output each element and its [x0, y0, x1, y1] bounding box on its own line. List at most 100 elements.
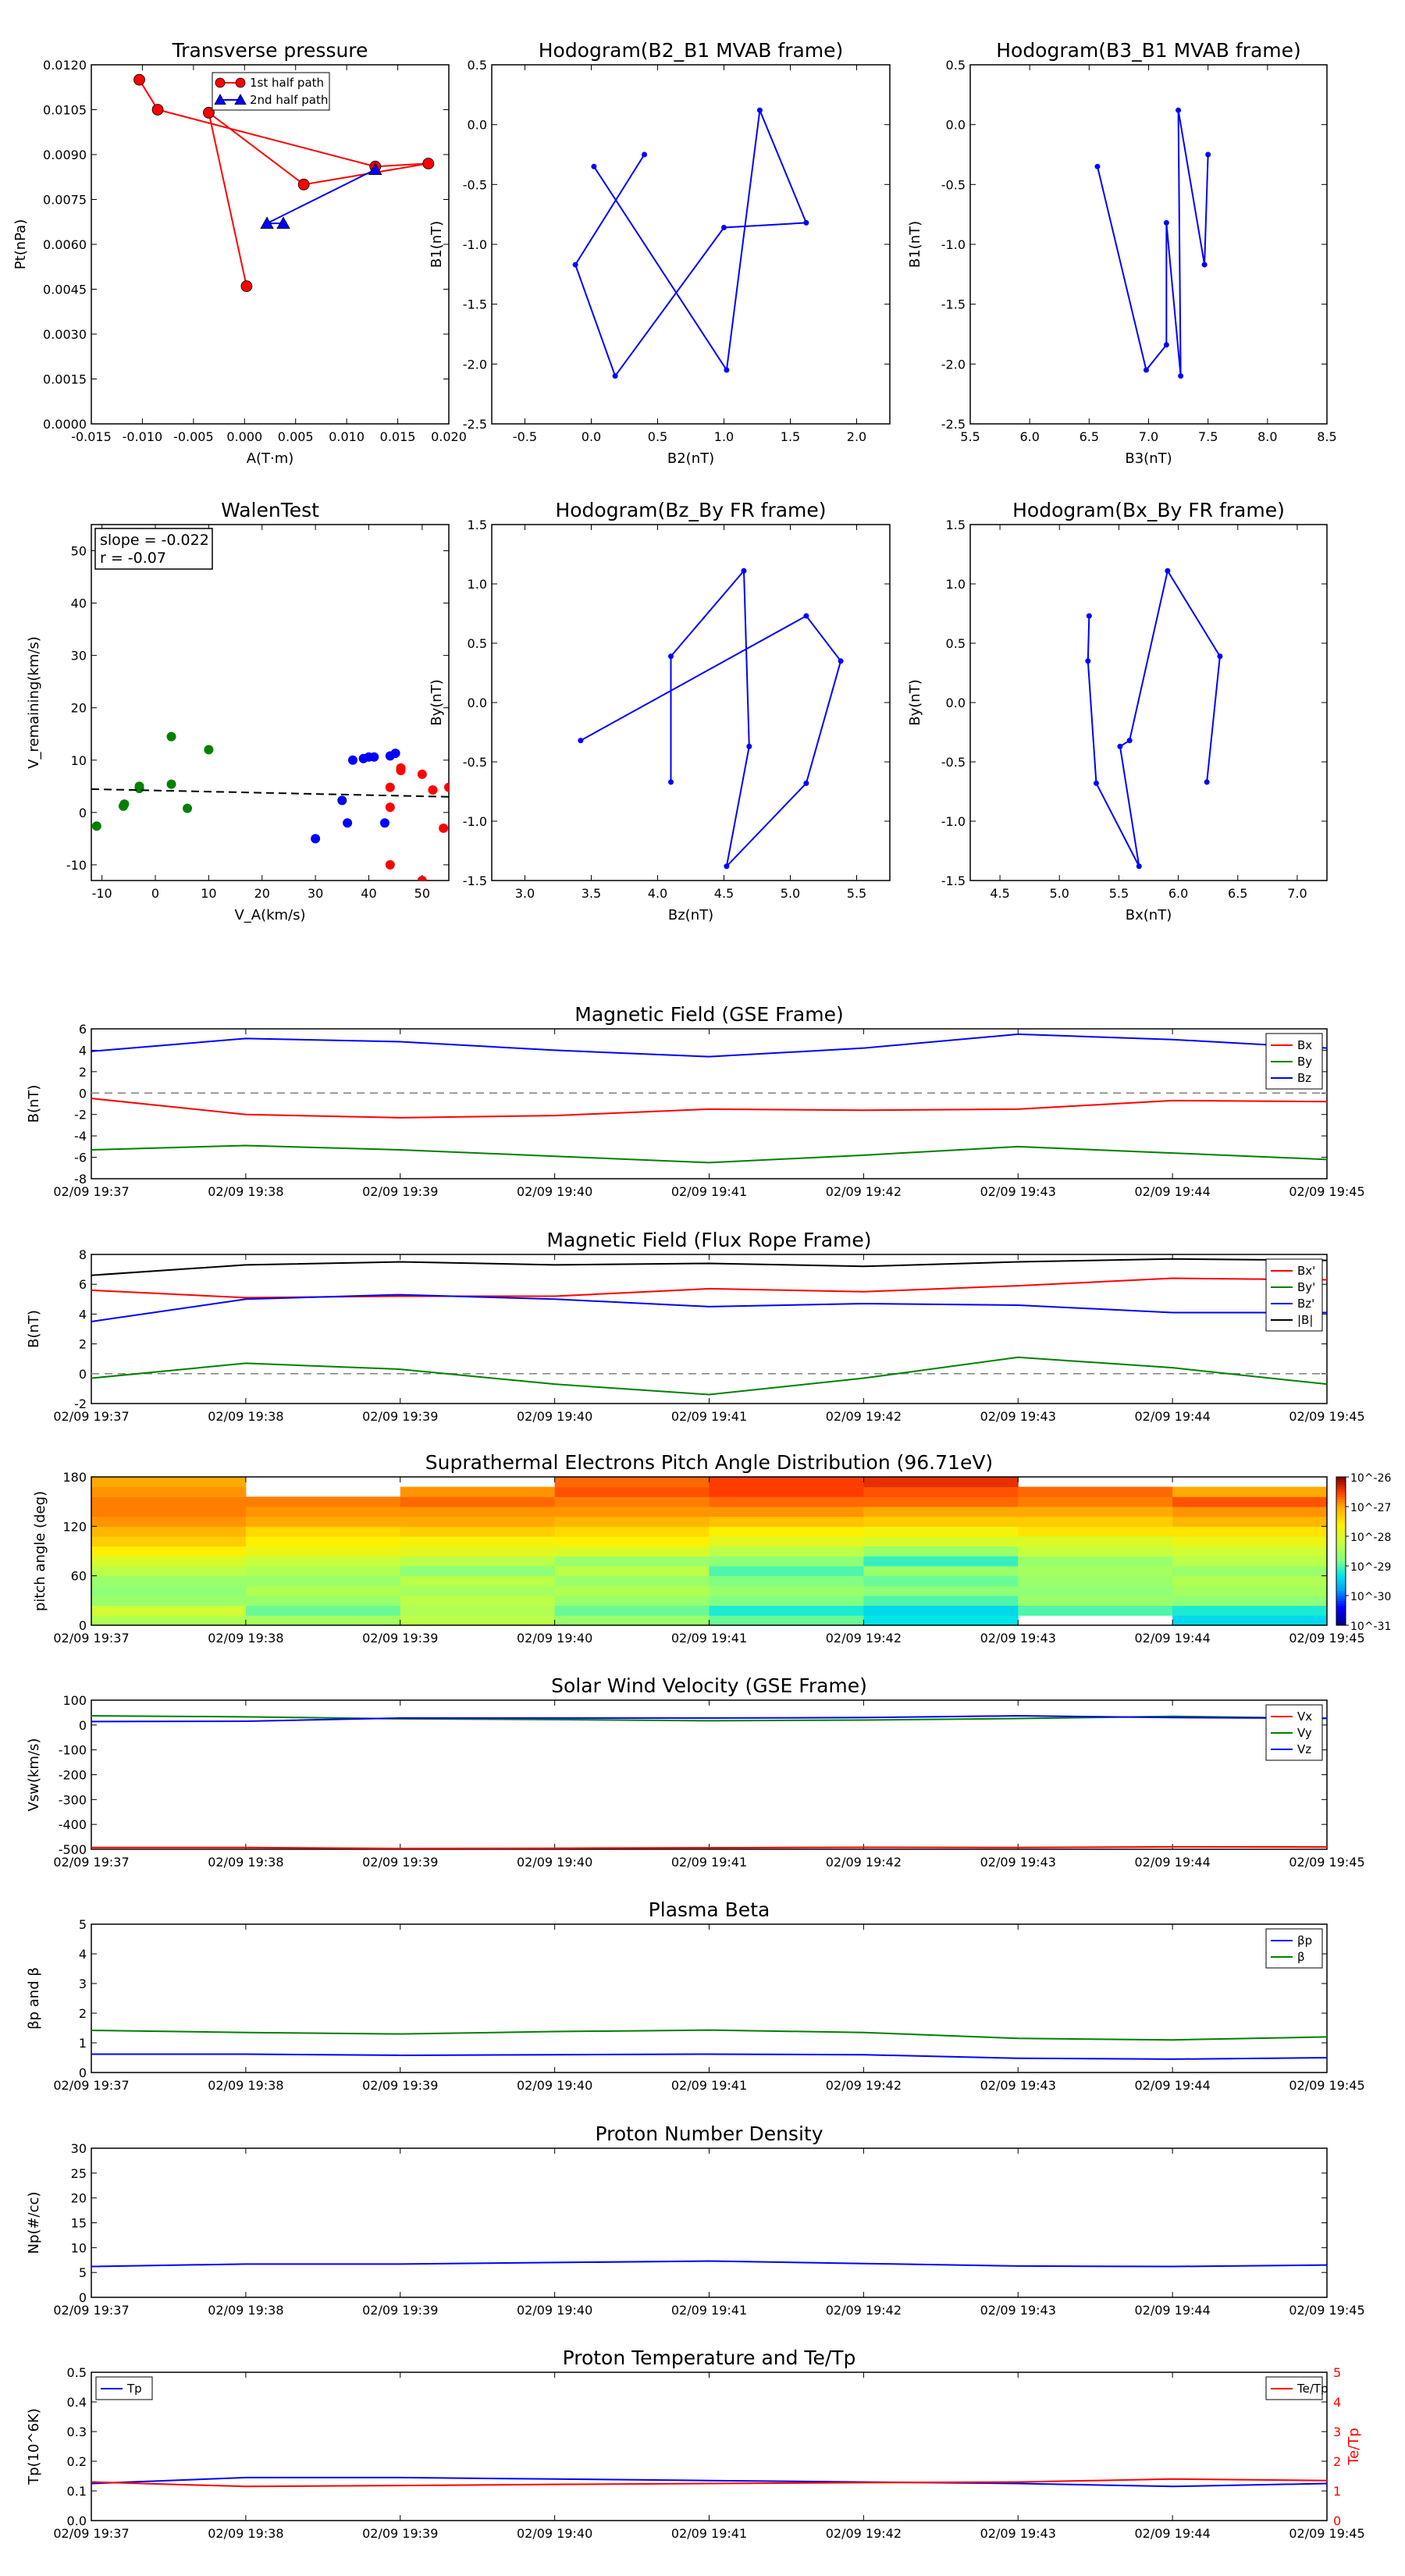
heatmap-cell: [1018, 1496, 1173, 1507]
colorbar-cell: [1336, 1499, 1346, 1503]
x-axis-label: Bx(nT): [1126, 907, 1172, 923]
data-point: [166, 779, 176, 789]
colorbar-cell: [1336, 1536, 1346, 1539]
heatmap-cell: [400, 1507, 556, 1517]
y-tick-label: 180: [62, 1470, 87, 1485]
heatmap-cell: [709, 1536, 864, 1547]
y-tick-label: 100: [62, 1693, 87, 1708]
y-tick-label: -2.5: [941, 417, 966, 432]
colorbar-cell: [1336, 1496, 1346, 1500]
x-tick-label: 1.0: [714, 429, 734, 444]
y-tick-label: -2.5: [463, 417, 487, 432]
colorbar-cell: [1336, 1558, 1346, 1562]
chart-title: WalenTest: [221, 499, 319, 521]
x-tick-label: 02/09 19:44: [1134, 1631, 1210, 1646]
series-line: [91, 1098, 1327, 1119]
plot-frame: [91, 1028, 1328, 1179]
x-tick-label: 02/09 19:43: [980, 1631, 1056, 1646]
data-point: [724, 863, 730, 870]
x-tick-label: 40: [361, 886, 376, 901]
heatmap-cell: [709, 1526, 864, 1537]
series-line: [266, 169, 376, 225]
x-tick-label: 02/09 19:39: [362, 1409, 438, 1424]
data-point: [390, 749, 400, 759]
data-point: [1217, 653, 1223, 660]
data-point: [347, 755, 357, 765]
heatmap-cell: [863, 1477, 1019, 1488]
series-line: [91, 2029, 1327, 2041]
x-tick-label: 02/09 19:39: [362, 2526, 438, 2541]
x-tick-label: 02/09 19:40: [517, 1409, 592, 1424]
plot-frame: [969, 524, 1328, 881]
heatmap-cell: [91, 1585, 247, 1596]
series-line: [91, 2476, 1327, 2488]
data-point: [668, 779, 674, 785]
heatmap-cell: [709, 1546, 864, 1557]
x-tick-label: 02/09 19:38: [208, 1855, 283, 1870]
x-tick-label: -0.5: [513, 429, 537, 444]
colorbar-cell: [1336, 1592, 1346, 1596]
heatmap-cell: [863, 1566, 1019, 1577]
data-point: [1143, 367, 1149, 373]
legend-label: Vz: [1297, 1742, 1311, 1756]
data-point: [721, 225, 727, 231]
y-tick-label: 3: [79, 1976, 87, 1991]
heatmap-cell: [1172, 1575, 1328, 1586]
y-tick-label: 10: [71, 2240, 87, 2255]
data-point: [803, 219, 809, 226]
y-tick-label: -1.0: [941, 814, 966, 829]
heatmap-cell: [554, 1496, 710, 1507]
heatmap-cell: [400, 1486, 556, 1497]
data-point: [379, 818, 389, 828]
data-point: [612, 373, 618, 379]
y-axis-label: B(nT): [26, 1310, 42, 1348]
plot-frame: [91, 64, 450, 425]
y-tick-label-right: 4: [1333, 2395, 1341, 2410]
data-point: [1093, 780, 1099, 786]
colorbar-tick-label: 10^-28: [1350, 1532, 1391, 1544]
data-point: [119, 799, 130, 809]
legend-label: |B|: [1297, 1313, 1313, 1327]
heatmap-cell: [1018, 1536, 1173, 1547]
y-tick-label: 1.0: [468, 577, 487, 592]
y-tick-label: 0.0: [468, 696, 487, 710]
x-tick-label: 02/09 19:42: [826, 2078, 902, 2093]
y-tick-label: 1: [79, 2036, 87, 2051]
data-point: [1163, 219, 1169, 226]
x-tick-label: 02/09 19:42: [826, 1184, 902, 1199]
colorbar-cell: [1336, 1578, 1346, 1582]
x-tick-label: 02/09 19:39: [362, 1184, 438, 1199]
heatmap-cell: [91, 1596, 247, 1606]
y-tick-label: 6: [79, 1022, 87, 1037]
heatmap-cell: [863, 1546, 1019, 1557]
x-tick-label: 30: [308, 886, 323, 901]
heatmap-cell: [709, 1566, 864, 1577]
hodogram-bz-by-chart: 3.0 3.5 4.0 4.5 5.0 5.5 -1.5 -1.0 -0.5 0.0 0.5 1.0 1…: [429, 499, 891, 923]
colorbar-tick-label: 10^-31: [1350, 1621, 1391, 1633]
x-tick-label: 02/09 19:44: [1134, 1409, 1210, 1424]
y-tick-label: -8: [74, 1172, 87, 1187]
heatmap-cell: [1018, 1585, 1173, 1596]
series-line: [91, 2260, 1327, 2268]
colorbar: 10^-26 10^-27 10^-28 10^-29 10^-30 10^-31: [1336, 1472, 1392, 1633]
hodogram-bx-by-chart: 4.5 5.0 5.5 6.0 6.5 7.0 -1.5 -1.0 -0.5 0.0 0.5 1.0 1…: [907, 499, 1328, 923]
series-line: [91, 1845, 1327, 1849]
x-tick-label: 02/09 19:38: [208, 1184, 283, 1199]
y-tick-label: -2.0: [463, 357, 487, 372]
y-tick-label: -2: [74, 1397, 87, 1411]
data-point: [642, 151, 647, 158]
y-axis-label: Np(#/cc): [26, 2192, 42, 2254]
colorbar-cell: [1336, 1533, 1346, 1537]
heatmap-cell: [245, 1566, 401, 1577]
y-axis-label: Pt(nPa): [12, 219, 29, 269]
x-tick-label: 02/09 19:40: [517, 1855, 592, 1870]
heatmap-cell: [91, 1477, 247, 1488]
x-tick-label: 4.5: [714, 886, 734, 901]
x-tick-label: 02/09 19:39: [362, 2303, 438, 2318]
x-tick-label: 02/09 19:45: [1289, 1184, 1364, 1199]
y-tick-label: 30: [71, 649, 87, 664]
colorbar-cell: [1336, 1514, 1346, 1517]
data-point: [133, 73, 145, 86]
colorbar-cell: [1336, 1521, 1346, 1525]
legend-label: βp: [1297, 1934, 1312, 1948]
